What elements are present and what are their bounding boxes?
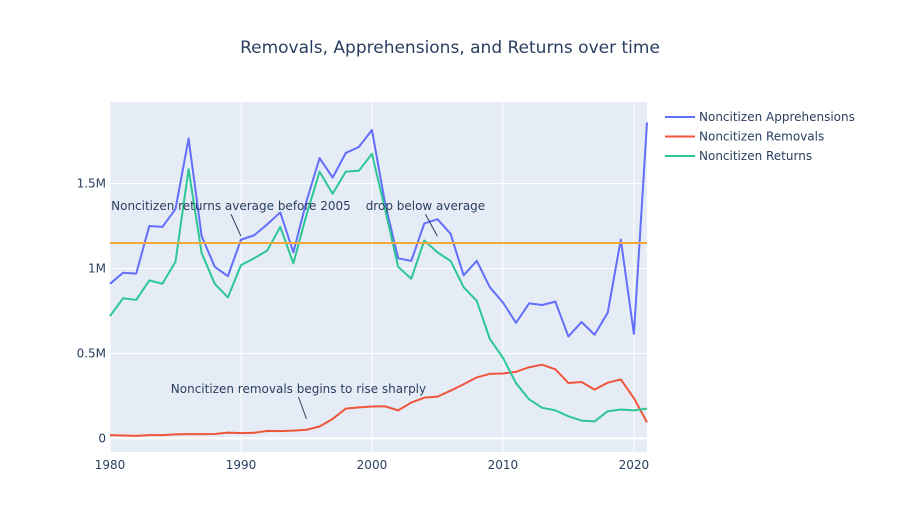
legend-label: Noncitizen Apprehensions [699,110,855,124]
annotation-arrow [425,213,438,237]
legend-label: Noncitizen Returns [699,149,812,163]
annotation-arrow [297,396,307,420]
series-line-3 [109,152,648,423]
x-tick-label: 2000 [357,458,388,472]
annotations-group: Noncitizen returns average before 2005 dr… [111,199,486,420]
annotation-label: drop below average [366,199,486,213]
legend-item[interactable]: Noncitizen Returns [665,149,812,163]
x-tick-label: 2020 [619,458,650,472]
y-axis-ticks: 0 0.5M 1M 1.5M [77,177,106,446]
legend-item[interactable]: Noncitizen Apprehensions [665,110,855,124]
y-tick-label: 1.5M [77,177,106,191]
grid-lines [109,102,647,452]
y-tick-label: 0.5M [77,346,106,360]
chart-title: Removals, Apprehensions, and Returns ove… [240,38,660,58]
x-axis-ticks: 1980 1990 2000 2010 2020 [95,458,649,472]
series-line-1 [109,122,648,338]
x-tick-label: 1980 [95,458,126,472]
plot-area [110,102,647,452]
legend-label: Noncitizen Removals [699,130,824,144]
annotation-arrow [230,214,242,237]
x-tick-label: 2010 [488,458,519,472]
annotation-label: Noncitizen returns average before 2005 [111,199,351,213]
series-line-2 [109,363,648,437]
legend-item[interactable]: Noncitizen Removals [665,130,824,144]
x-tick-label: 1990 [226,458,257,472]
legend[interactable]: Noncitizen Apprehensions Noncitizen Remov… [665,110,855,163]
y-tick-label: 1M [88,262,106,276]
y-tick-label: 0 [98,431,106,445]
annotation-label: Noncitizen removals begins to rise sharp… [171,382,426,396]
series-group [109,122,648,437]
